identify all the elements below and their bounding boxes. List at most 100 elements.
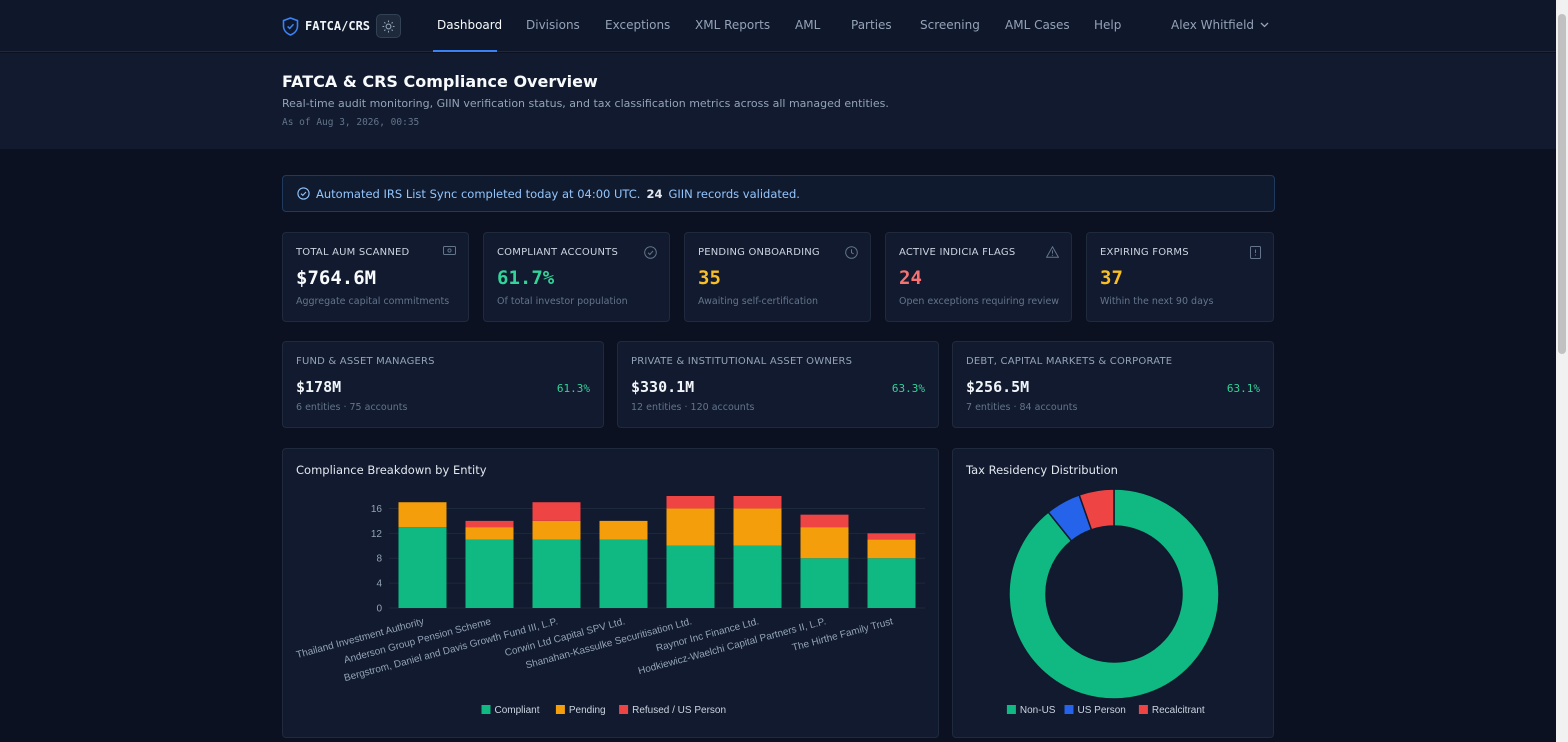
bar-segment-pending[interactable] (666, 508, 715, 546)
legend-swatch (555, 705, 565, 714)
bar-segment-compliant[interactable] (666, 545, 715, 608)
tax-residency-donut-chart: Non-US US Person Recalcitrant (1006, 488, 1220, 716)
user-name: Alex Whitfield (1171, 18, 1255, 32)
user-menu[interactable]: Alex Whitfield (1171, 18, 1269, 32)
kpi-label: ACTIVE INDICIA FLAGS (899, 247, 1016, 258)
nav-dashboard[interactable]: Dashboard (437, 18, 503, 32)
y-tick-label: 4 (376, 579, 382, 590)
kpi-value: $764.6M (296, 267, 377, 289)
kpi-description: Aggregate capital commitments (296, 296, 450, 307)
kpi-value: 37 (1100, 267, 1123, 289)
as-of-timestamp: As of Aug 3, 2026, 00:35 (282, 117, 420, 128)
bar-segment-refused-us-person[interactable] (733, 496, 782, 509)
document-icon (1250, 246, 1261, 259)
legend-swatch (1138, 705, 1148, 714)
clock-icon (845, 246, 858, 259)
theme-toggle-button[interactable] (376, 14, 401, 38)
sun-icon (382, 20, 395, 32)
segment-value: $178M (296, 378, 342, 396)
nav-screening[interactable]: Screening (920, 18, 980, 32)
bar-segment-refused-us-person[interactable] (532, 502, 581, 521)
kpi-card-expiring: EXPIRING FORMS 37 Within the next 90 day… (1086, 232, 1274, 322)
bar-segment-pending[interactable] (465, 527, 514, 540)
legend-swatch (1006, 705, 1016, 714)
segment-card-fund-managers[interactable]: FUND & ASSET MANAGERS $178M 61.3% 6 enti… (282, 341, 604, 428)
chevron-down-icon (1260, 22, 1269, 28)
kpi-value: 24 (899, 267, 922, 289)
y-tick-label: 8 (376, 554, 382, 565)
kpi-card-compliant: COMPLIANT ACCOUNTS 61.7% Of total invest… (483, 232, 670, 322)
kpi-label: COMPLIANT ACCOUNTS (497, 247, 618, 258)
donut-slice-non-us[interactable] (1008, 488, 1220, 700)
segment-label: FUND & ASSET MANAGERS (296, 356, 435, 367)
nav-help[interactable]: Help (1094, 18, 1122, 32)
nav-parties[interactable]: Parties (851, 18, 892, 32)
legend-swatch (1064, 705, 1074, 714)
kpi-description: Open exceptions requiring review (899, 296, 1060, 307)
bar-segment-compliant[interactable] (867, 558, 916, 608)
segment-label: PRIVATE & INSTITUTIONAL ASSET OWNERS (631, 356, 853, 367)
bar-segment-compliant[interactable] (800, 558, 849, 608)
kpi-description: Within the next 90 days (1100, 296, 1214, 307)
sync-alert-banner: Automated IRS List Sync completed today … (282, 175, 1275, 212)
segment-description: 7 entities · 84 accounts (966, 402, 1078, 413)
check-circle-icon (297, 187, 310, 200)
active-tab-indicator (433, 50, 497, 52)
legend-label[interactable]: US Person (1078, 705, 1126, 716)
segment-compliance-pct: 61.3% (556, 382, 590, 395)
nav-exceptions[interactable]: Exceptions (605, 18, 671, 32)
check-circle-icon (644, 246, 657, 259)
nav-aml[interactable]: AML (795, 18, 821, 32)
legend-label[interactable]: Recalcitrant (1152, 705, 1205, 716)
legend-label[interactable]: Compliant (495, 705, 540, 716)
nav-divisions[interactable]: Divisions (526, 18, 580, 32)
bar-segment-compliant[interactable] (532, 539, 581, 608)
compliance-breakdown-card: Compliance Breakdown by Entity 0 4 8 12 16 Th… (282, 448, 939, 738)
bar-segment-pending[interactable] (867, 539, 916, 559)
page-header (0, 53, 1556, 149)
segment-card-asset-owners[interactable]: PRIVATE & INSTITUTIONAL ASSET OWNERS $33… (617, 341, 939, 428)
bar-segment-refused-us-person[interactable] (867, 533, 916, 540)
scrollbar[interactable] (1556, 0, 1568, 742)
legend-label[interactable]: Non-US (1020, 705, 1056, 716)
scrollbar-thumb[interactable] (1558, 14, 1566, 354)
warning-icon (1046, 246, 1059, 258)
bar-segment-refused-us-person[interactable] (666, 496, 715, 509)
brand[interactable]: FATCA/CRS (282, 15, 370, 37)
kpi-value: 61.7% (497, 267, 555, 289)
bar-segment-compliant[interactable] (599, 539, 648, 608)
shield-icon (282, 16, 299, 36)
kpi-label: EXPIRING FORMS (1100, 247, 1189, 258)
kpi-value: 35 (698, 267, 721, 289)
bar-segment-compliant[interactable] (465, 539, 514, 608)
bar-segment-compliant[interactable] (398, 527, 447, 608)
donut-slice-recalcitrant[interactable] (1078, 488, 1115, 531)
nav-xml-reports[interactable]: XML Reports (695, 18, 771, 32)
y-tick-label: 16 (371, 504, 383, 515)
segment-label: DEBT, CAPITAL MARKETS & CORPORATE (966, 356, 1173, 367)
legend-label[interactable]: Pending (569, 705, 606, 716)
segment-description: 6 entities · 75 accounts (296, 402, 408, 413)
bar-segment-refused-us-person[interactable] (465, 520, 514, 528)
top-navigation (0, 0, 1556, 52)
legend-swatch (481, 705, 491, 714)
bar-segment-pending[interactable] (800, 527, 849, 559)
segment-compliance-pct: 63.3% (891, 382, 925, 395)
legend-label[interactable]: Refused / US Person (632, 705, 726, 716)
segment-description: 12 entities · 120 accounts (631, 402, 755, 413)
bar-segment-pending[interactable] (532, 520, 581, 540)
kpi-card-indicia: ACTIVE INDICIA FLAGS 24 Open exceptions … (885, 232, 1072, 322)
bar-segment-compliant[interactable] (733, 545, 782, 608)
segment-card-debt-capital-markets[interactable]: DEBT, CAPITAL MARKETS & CORPORATE $256.5… (952, 341, 1274, 428)
chart-title: Compliance Breakdown by Entity (296, 463, 487, 477)
bar-segment-pending[interactable] (733, 508, 782, 546)
bar-segment-pending[interactable] (398, 502, 447, 528)
nav-aml-cases[interactable]: AML Cases (1005, 18, 1070, 32)
page-subtitle: Real-time audit monitoring, GIIN verific… (282, 97, 889, 110)
bar-segment-refused-us-person[interactable] (800, 514, 849, 528)
y-tick-label: 12 (371, 529, 383, 540)
alert-text: Automated IRS List Sync completed today … (316, 186, 641, 201)
kpi-description: Of total investor population (497, 296, 628, 307)
bar-segment-pending[interactable] (599, 520, 648, 540)
kpi-card-pending: PENDING ONBOARDING 35 Awaiting self-cert… (684, 232, 871, 322)
